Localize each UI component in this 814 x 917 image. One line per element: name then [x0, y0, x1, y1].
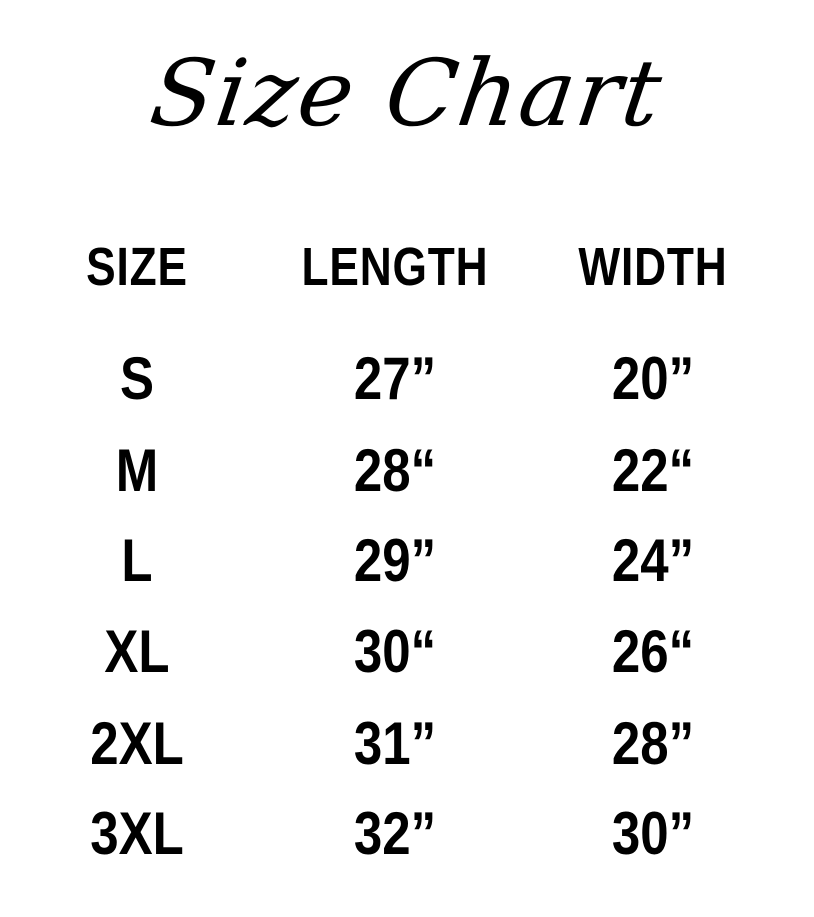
cell-size: 2XL — [90, 710, 184, 777]
header-size: SIZE — [86, 237, 188, 297]
header-length: LENGTH — [301, 237, 489, 297]
cell-length: 30“ — [353, 618, 437, 685]
cell-width: 22“ — [611, 437, 695, 504]
cell-size: 3XL — [90, 800, 184, 867]
cell-length: 32” — [353, 800, 437, 867]
cell-size: S — [119, 345, 155, 412]
cell-length: 31” — [353, 710, 437, 777]
cell-length: 27” — [353, 345, 437, 412]
cell-size: M — [115, 437, 159, 504]
cell-length: 28“ — [353, 437, 437, 504]
cell-width: 28” — [611, 710, 695, 777]
cell-width: 20” — [611, 345, 695, 412]
cell-length: 29” — [353, 527, 437, 594]
cell-width: 30” — [611, 800, 695, 867]
chart-title: Size Chart — [144, 40, 670, 147]
header-width: WIDTH — [578, 237, 728, 297]
cell-size: L — [121, 527, 153, 594]
cell-size: XL — [104, 618, 170, 685]
cell-width: 24” — [611, 527, 695, 594]
cell-width: 26“ — [611, 618, 695, 685]
